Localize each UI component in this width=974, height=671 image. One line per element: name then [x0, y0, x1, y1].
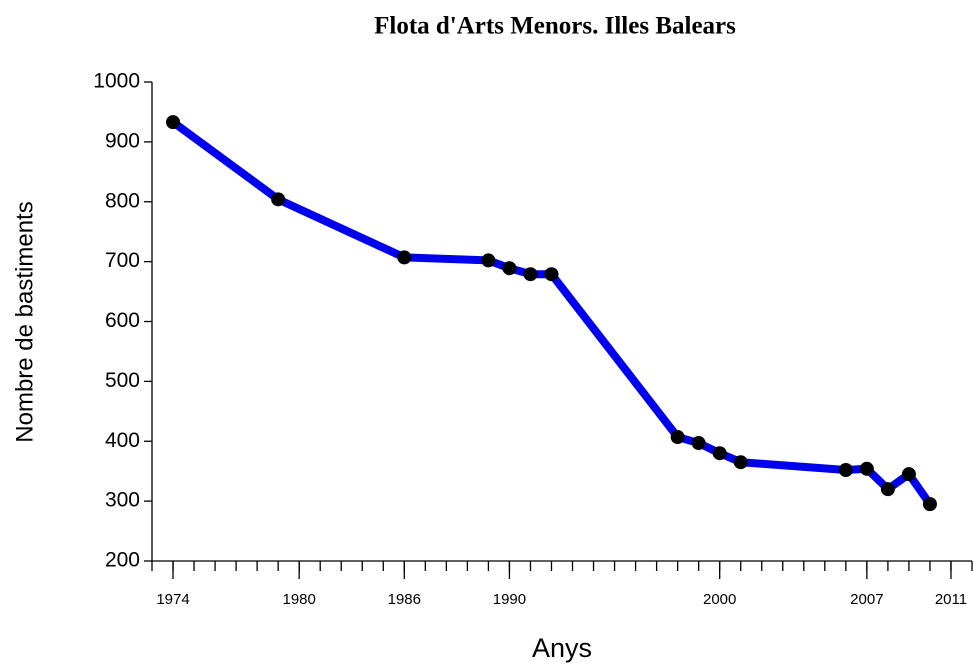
data-point — [922, 497, 937, 512]
data-point — [859, 461, 874, 476]
y-tick-label: 400 — [105, 429, 140, 452]
y-tick-label: 700 — [105, 249, 140, 272]
chart-title: Flota d'Arts Menors. Illes Balears — [374, 13, 736, 40]
x-tick-label: 1980 — [282, 591, 315, 608]
y-tick-label: 500 — [105, 369, 140, 392]
y-tick-label: 600 — [105, 309, 140, 332]
data-point — [901, 467, 916, 482]
y-tick-label: 300 — [105, 489, 140, 512]
data-point — [544, 267, 559, 282]
y-tick-label: 200 — [105, 549, 140, 572]
data-point — [502, 261, 517, 276]
data-point — [712, 446, 727, 461]
data-point — [166, 115, 181, 130]
y-axis-label: Nombre de bastiments — [11, 201, 38, 442]
y-tick-label: 900 — [105, 129, 140, 152]
x-tick-label: 2000 — [703, 591, 736, 608]
x-tick-label: 1986 — [388, 591, 421, 608]
y-tick-label: 1000 — [93, 70, 140, 93]
data-point — [523, 267, 538, 282]
data-point — [397, 250, 412, 265]
data-point — [670, 430, 685, 445]
data-point — [880, 482, 895, 497]
x-tick-label: 2007 — [850, 591, 883, 608]
data-point — [481, 253, 496, 268]
series-line — [170, 118, 934, 507]
y-tick-label: 800 — [105, 189, 140, 212]
x-tick-label: 1974 — [156, 591, 189, 608]
data-point — [733, 455, 748, 470]
data-point — [838, 462, 853, 477]
data-point — [271, 192, 286, 207]
x-axis-label: Anys — [532, 633, 592, 663]
data-point — [691, 436, 706, 451]
x-tick-label: 1990 — [493, 591, 526, 608]
x-tick-label: 2011 — [935, 591, 967, 608]
